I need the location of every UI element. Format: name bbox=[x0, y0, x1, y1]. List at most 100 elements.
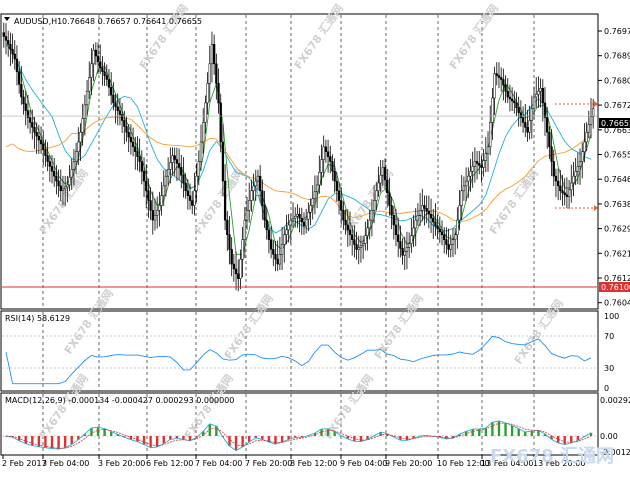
rsi-pane[interactable] bbox=[0, 310, 599, 392]
candle-body bbox=[285, 229, 288, 236]
candle-body bbox=[72, 161, 76, 170]
candle-body bbox=[357, 247, 360, 250]
candle-body bbox=[193, 190, 196, 206]
current-price-tag bbox=[599, 118, 630, 128]
macd-histogram-bar bbox=[379, 432, 382, 436]
candle-body bbox=[565, 194, 569, 197]
candle-body bbox=[550, 146, 553, 162]
candle-body bbox=[344, 219, 347, 226]
candle-body bbox=[241, 239, 244, 260]
rsi-tick-label: 0 bbox=[604, 384, 609, 393]
candle-body bbox=[320, 159, 323, 173]
candle-body bbox=[20, 84, 23, 98]
candle-body bbox=[221, 141, 225, 182]
candle-body bbox=[355, 244, 358, 250]
candle-body bbox=[160, 195, 163, 206]
price-tick-label: 0.76465 bbox=[604, 175, 630, 184]
candle-body bbox=[469, 171, 472, 177]
rsi-label: RSI(14) 58.6129 bbox=[5, 314, 70, 323]
moving-averages bbox=[5, 43, 592, 255]
macd-histogram-bar bbox=[195, 436, 198, 438]
candle-body bbox=[223, 180, 227, 221]
candle-body bbox=[311, 198, 314, 206]
menu-triangle-icon[interactable] bbox=[4, 17, 10, 21]
candle-body bbox=[85, 90, 89, 106]
candle-body bbox=[127, 131, 130, 138]
candle-body bbox=[182, 174, 185, 184]
candle-body bbox=[561, 190, 564, 194]
candle-body bbox=[546, 117, 549, 133]
candle-body bbox=[129, 136, 133, 143]
macd-histogram-bar bbox=[556, 436, 560, 443]
candle-body bbox=[539, 88, 542, 92]
candle-body bbox=[156, 210, 159, 216]
macd-histogram-bar bbox=[83, 433, 87, 436]
candle-body bbox=[68, 176, 71, 186]
candle-body bbox=[287, 224, 290, 231]
macd-histogram-bar bbox=[326, 428, 330, 436]
candle-body bbox=[421, 205, 424, 211]
candle-body bbox=[112, 94, 115, 104]
candle-body bbox=[134, 146, 137, 152]
macd-histogram-bar bbox=[386, 433, 389, 436]
macd-histogram-bar bbox=[497, 420, 501, 436]
candle-body bbox=[405, 247, 409, 252]
candle-body bbox=[519, 112, 523, 118]
price-bars bbox=[2, 22, 595, 292]
candle-body bbox=[44, 149, 47, 156]
macd-histogram-bar bbox=[109, 431, 113, 436]
candle-body bbox=[528, 120, 531, 133]
candle-body bbox=[92, 49, 95, 65]
candle-body bbox=[388, 192, 391, 206]
candle-body bbox=[195, 175, 198, 192]
candle-body bbox=[105, 75, 108, 80]
candle-body bbox=[234, 268, 238, 275]
candle-body bbox=[427, 211, 431, 215]
candle-body bbox=[74, 151, 78, 162]
candle-body bbox=[300, 217, 303, 223]
candle-body bbox=[283, 234, 286, 245]
candle-body bbox=[368, 219, 371, 229]
candle-body bbox=[265, 219, 268, 231]
candle-body bbox=[429, 213, 433, 219]
candle-body bbox=[383, 167, 387, 181]
rsi-tick-label: 100 bbox=[604, 312, 619, 321]
candle-body bbox=[497, 75, 501, 78]
candle-body bbox=[585, 131, 588, 143]
candle-body bbox=[333, 171, 336, 182]
candle-body bbox=[364, 235, 367, 244]
price-tick-label: 0.76805 bbox=[604, 76, 630, 85]
candle-body bbox=[64, 186, 67, 190]
candle-body bbox=[99, 61, 102, 68]
macd-histogram-bar bbox=[162, 436, 165, 444]
candle-body bbox=[169, 162, 172, 170]
macd-histogram-bar bbox=[484, 427, 488, 436]
candle-body bbox=[331, 161, 334, 172]
macd-histogram-bar bbox=[517, 428, 520, 436]
candle-body bbox=[313, 191, 317, 199]
candle-body bbox=[366, 227, 369, 236]
candle-body bbox=[434, 221, 437, 227]
macd-histogram-bar bbox=[530, 431, 534, 436]
price-levels bbox=[2, 101, 598, 288]
candle-body bbox=[153, 214, 157, 221]
macd-histogram-bar bbox=[563, 436, 566, 445]
candle-body bbox=[70, 169, 73, 178]
macd-histogram-bar bbox=[366, 436, 369, 440]
macd-histogram-bar bbox=[346, 436, 349, 439]
time-tick-label: 13 Feb 20:00 bbox=[533, 459, 585, 468]
macd-histogram-bar bbox=[123, 436, 126, 438]
candle-body bbox=[489, 122, 492, 148]
candle-body bbox=[359, 245, 363, 248]
candle-body bbox=[11, 48, 14, 55]
macd-histogram-bar bbox=[550, 436, 553, 440]
candle-body bbox=[248, 200, 251, 211]
candle-body bbox=[239, 258, 242, 279]
candle-body bbox=[436, 225, 439, 230]
candle-body bbox=[394, 224, 398, 236]
candle-body bbox=[572, 175, 575, 184]
time-tick-label: 7 Feb 20:00 bbox=[245, 459, 292, 468]
candle-body bbox=[57, 180, 60, 187]
candle-body bbox=[425, 208, 428, 212]
